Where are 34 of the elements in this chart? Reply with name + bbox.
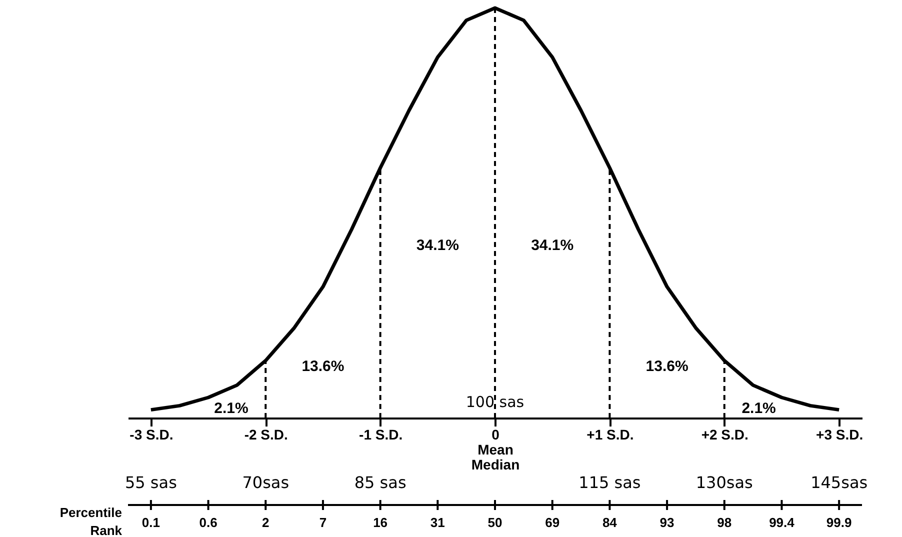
text: 2 <box>262 515 270 530</box>
x-tick-label: +3 S.D. <box>816 426 864 442</box>
text: 55 sas <box>124 473 177 492</box>
annotation: 13.6% <box>302 358 344 375</box>
text: 98 <box>717 515 732 530</box>
annotation: 34.1% <box>416 237 459 254</box>
text: 145sas <box>810 473 868 492</box>
annotation: 13.6% <box>646 358 688 375</box>
annotation: 2.1% <box>214 400 248 417</box>
text: 85 sas <box>354 473 406 492</box>
x-tick-label: -2 S.D. <box>244 426 288 442</box>
x-tick-label: +1 S.D. <box>586 426 634 442</box>
text: Percentile Rank <box>60 505 123 537</box>
text: 70sas <box>242 473 290 492</box>
text: 7 <box>319 515 327 530</box>
text: 130sas <box>696 473 753 492</box>
text: 99.9 <box>826 515 852 530</box>
text: 69 <box>545 515 560 530</box>
text: 16 <box>373 515 388 530</box>
x-tick-label: +2 S.D. <box>701 426 748 442</box>
annotation: 2.1% <box>742 400 776 417</box>
text: 93 <box>660 515 674 530</box>
text: 99.4 <box>769 515 796 530</box>
annotation: 100 sas <box>466 393 524 411</box>
text: 115 sas <box>578 473 641 492</box>
text: 0.6 <box>199 515 218 530</box>
annotation: 34.1% <box>531 237 574 254</box>
x-tick-label: -3 S.D. <box>130 426 174 442</box>
text: 50 <box>488 515 502 530</box>
x-tick-label: -1 S.D. <box>359 426 403 442</box>
text: 31 <box>430 515 445 530</box>
x-tick-label: 0 Mean Median <box>471 426 520 472</box>
text: 84 <box>602 515 618 530</box>
text: 0.1 <box>142 515 160 530</box>
